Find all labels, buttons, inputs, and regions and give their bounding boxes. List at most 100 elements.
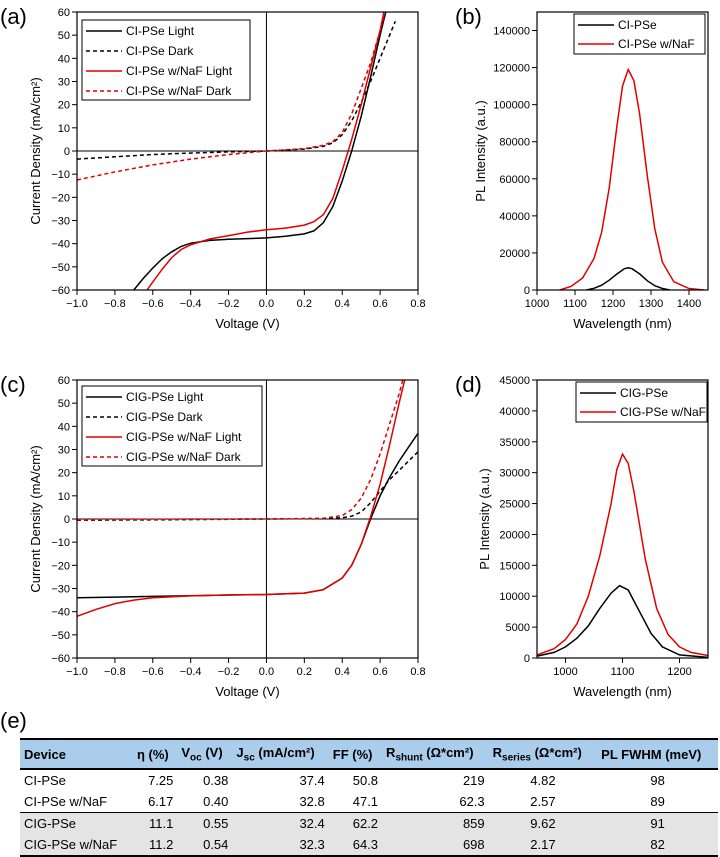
chart-b-xtick-label-0: 1000 — [525, 298, 549, 310]
table-cell: CIG-PSe — [24, 816, 77, 831]
table-header-row: Device η (%) Voc (V) Jsc (mA/cm²) FF (%) Rshu… — [20, 738, 718, 770]
chart-a-xtick-label-7: 0.4 — [335, 298, 350, 310]
chart-a-xtick-label-6: 0.2 — [297, 298, 312, 310]
chart-a-legend-label-2: CI-PSe w/NaF Light — [126, 64, 233, 78]
chart-a-xtick-label-0: −1.0 — [66, 298, 88, 310]
chart-a-legend-label-1: CI-PSe Dark — [126, 44, 194, 58]
table-cell: 698 — [382, 834, 489, 857]
chart-b-xtick-label-2: 1200 — [601, 298, 625, 310]
chart-c-ytick-label-3: −30 — [51, 584, 70, 596]
chart-a-ytick-label-4: −20 — [51, 192, 70, 204]
chart-d-legend-label-1: CIG-PSe w/NaF — [620, 405, 706, 419]
chart-c-ytick-label-10: 40 — [58, 421, 70, 433]
table-body: CI-PSe 7.25 0.38 37.4 50.8 219 4.82 98 CI-PSe w/… — [20, 769, 718, 857]
chart-b-series-0 — [586, 267, 671, 290]
chart-a-xtick-label-8: 0.6 — [372, 298, 387, 310]
chart-a-xtick-label-5: 0.0 — [259, 298, 274, 310]
chart-c-ytick-label-12: 60 — [58, 375, 70, 387]
chart-b-series-1 — [559, 67, 705, 290]
chart-c-ytick-label-1: −50 — [51, 630, 70, 642]
chart-b-ytick-label-1: 20000 — [499, 248, 530, 260]
chart-d-xtick-label-2: 1200 — [667, 666, 691, 678]
table-header-7: PL FWHM (meV) — [597, 738, 718, 770]
chart-c-ytick-label-6: 0 — [64, 514, 70, 526]
table-header-main: R — [492, 744, 503, 760]
table-cell: 32.4 — [299, 816, 325, 831]
chart-d-series-0 — [537, 584, 708, 658]
chart-a-ytick-label-2: −40 — [51, 239, 70, 251]
chart-a-ytick-label-10: 40 — [58, 53, 70, 65]
chart-d-xlabel: Wavelength (nm) — [573, 684, 672, 699]
chart-c-legend-label-1: CIG-PSe Dark — [126, 410, 204, 424]
table-cell: 0.40 — [177, 791, 233, 813]
chart-d-xtick-label-0: 1000 — [553, 666, 577, 678]
chart-c-xtick-label-7: 0.4 — [335, 666, 350, 678]
table-header-main: V — [181, 744, 191, 760]
summary-table: Device η (%) Voc (V) Jsc (mA/cm²) FF (%) Rshu… — [20, 738, 718, 857]
chart-c-ytick-label-9: 30 — [58, 445, 70, 457]
chart-a-ytick-label-6: 0 — [64, 146, 70, 158]
table-header-5: Rshunt (Ω*cm²) — [382, 738, 489, 770]
chart-c-ytick-label-0: −60 — [51, 653, 70, 665]
chart-b-legend-box — [573, 13, 706, 55]
chart-c-xtick-label-0: −1.0 — [66, 666, 88, 678]
chart-b-ylabel: PL Intensity (a.u.) — [473, 100, 488, 201]
chart-c-legend-label-3: CIG-PSe w/NaF Dark — [126, 450, 242, 464]
chart-a-ytick-label-11: 50 — [58, 30, 70, 42]
chart-b-panel-label: (b) — [455, 4, 482, 29]
table-cell: 219 — [462, 773, 485, 788]
table-row: CI-PSe w/NaF 6.17 0.40 32.8 47.1 62.3 2.57 89 — [20, 791, 718, 813]
table-header-tail: (Ω*cm²) — [422, 744, 474, 760]
chart-a-ylabel: Current Density (mA/cm²) — [28, 77, 43, 224]
chart-a-ytick-label-5: −10 — [51, 169, 70, 181]
chart-c-ytick-label-2: −40 — [51, 607, 70, 619]
chart-c-ytick-label-5: −10 — [51, 537, 70, 549]
table-header-main: J — [236, 744, 244, 760]
chart-a-ytick-label-3: −30 — [51, 216, 70, 228]
chart-a-ytick-label-8: 20 — [58, 100, 70, 112]
chart-b-xtick-label-1: 1100 — [563, 298, 587, 310]
chart-a-ytick-label-0: −60 — [51, 285, 70, 297]
table-header-sub: sc — [243, 752, 255, 764]
table-cell: 4.82 — [530, 773, 556, 788]
chart-d-ytick-label-0: 0 — [524, 653, 530, 665]
chart-d-ytick-label-5: 25000 — [499, 499, 530, 511]
chart-b-ytick-label-6: 120000 — [493, 63, 530, 75]
table-cell: 0.38 — [203, 773, 229, 788]
table-header-main: Device — [24, 746, 66, 762]
chart-d-panel-label: (d) — [455, 372, 482, 397]
table-row: CI-PSe 7.25 0.38 37.4 50.8 219 4.82 98 — [20, 769, 718, 791]
chart-a-legend-box — [81, 19, 251, 101]
chart-c-xlabel: Voltage (V) — [215, 684, 279, 699]
chart-b-ytick-label-0: 0 — [524, 285, 530, 297]
chart-c-panel-label: (c) — [0, 372, 26, 397]
chart-c-xtick-label-4: −0.2 — [218, 666, 240, 678]
table-row: CIG-PSe 11.1 0.55 32.4 62.2 859 9.62 91 — [20, 812, 718, 834]
chart-d-legend-box — [575, 381, 708, 423]
chart-b-legend-label-1: CI-PSe w/NaF — [618, 37, 695, 51]
chart-d-ytick-label-3: 15000 — [499, 560, 530, 572]
table-cell: 2.57 — [488, 791, 598, 813]
chart-a-legend-label-3: CI-PSe w/NaF Dark — [126, 84, 232, 98]
chart-a-xlabel: Voltage (V) — [215, 316, 279, 331]
table-header-tail: (V) — [201, 744, 223, 760]
table-cell: 64.3 — [328, 834, 383, 857]
table-cell: 50.8 — [352, 773, 379, 788]
chart-b-xtick-label-3: 1300 — [639, 298, 663, 310]
table-cell: 859 — [462, 816, 485, 831]
chart-d-ylabel: PL Intensity (a.u.) — [477, 468, 492, 569]
chart-a-series-0 — [133, 12, 387, 290]
table-cell: 11.2 — [132, 834, 178, 857]
panel-e-label: (e) — [0, 708, 27, 733]
table-header-tail: (mA/cm²) — [254, 744, 315, 760]
chart-d-xtick-label-1: 1100 — [611, 666, 635, 678]
chart-a-xtick-label-2: −0.6 — [142, 298, 164, 310]
chart-a-ytick-label-1: −50 — [51, 262, 70, 274]
chart-c-xtick-label-2: −0.6 — [142, 666, 164, 678]
table-header-0: Device — [20, 738, 133, 770]
table-header-1: η (%) — [132, 738, 178, 770]
table-cell: 0.55 — [203, 816, 229, 831]
chart-c-series-2 — [77, 380, 406, 618]
table-header-sub: shunt — [395, 752, 423, 764]
chart-d-ytick-label-8: 40000 — [499, 406, 530, 418]
